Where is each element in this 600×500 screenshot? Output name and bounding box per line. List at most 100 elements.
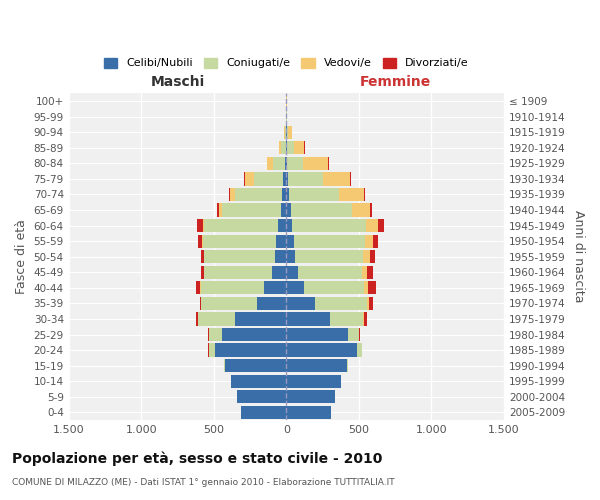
Bar: [370, 204, 371, 216]
Bar: [203, 234, 276, 248]
Bar: [373, 234, 379, 248]
Bar: [352, 204, 370, 216]
Bar: [203, 250, 205, 264]
Bar: [208, 328, 209, 341]
Bar: [298, 266, 362, 279]
Bar: [283, 172, 286, 186]
Bar: [366, 219, 378, 232]
Y-axis label: Anni di nascita: Anni di nascita: [572, 210, 585, 303]
Bar: [209, 344, 215, 356]
Bar: [286, 297, 316, 310]
Bar: [290, 204, 352, 216]
Bar: [275, 250, 286, 264]
Text: Popolazione per età, sesso e stato civile - 2010: Popolazione per età, sesso e stato civil…: [12, 451, 382, 466]
Bar: [316, 297, 367, 310]
Bar: [272, 266, 286, 279]
Text: Femmine: Femmine: [359, 74, 431, 88]
Bar: [289, 172, 323, 186]
Bar: [202, 297, 257, 310]
Bar: [286, 266, 298, 279]
Bar: [286, 374, 341, 388]
Bar: [202, 234, 203, 248]
Bar: [201, 250, 203, 264]
Bar: [203, 266, 205, 279]
Bar: [244, 172, 245, 186]
Text: COMUNE DI MILAZZO (ME) - Dati ISTAT 1° gennaio 2010 - Elaborazione TUTTITALIA.IT: COMUNE DI MILAZZO (ME) - Dati ISTAT 1° g…: [12, 478, 395, 487]
Bar: [364, 188, 365, 201]
Bar: [368, 282, 376, 294]
Bar: [205, 250, 275, 264]
Bar: [286, 344, 358, 356]
Bar: [348, 328, 359, 341]
Bar: [304, 157, 328, 170]
Bar: [237, 390, 286, 404]
Bar: [330, 312, 363, 326]
Bar: [289, 126, 292, 139]
Bar: [363, 250, 370, 264]
Bar: [304, 282, 364, 294]
Bar: [285, 157, 286, 170]
Bar: [224, 359, 226, 372]
Bar: [219, 204, 222, 216]
Legend: Celibi/Nubili, Coniugati/e, Vedovi/e, Divorziati/e: Celibi/Nubili, Coniugati/e, Vedovi/e, Di…: [100, 53, 473, 73]
Bar: [287, 126, 289, 139]
Bar: [205, 266, 272, 279]
Bar: [295, 250, 363, 264]
Bar: [286, 204, 290, 216]
Bar: [286, 312, 330, 326]
Bar: [286, 234, 293, 248]
Bar: [364, 312, 367, 326]
Bar: [286, 172, 289, 186]
Bar: [365, 234, 373, 248]
Y-axis label: Fasce di età: Fasce di età: [15, 220, 28, 294]
Bar: [196, 312, 197, 326]
Text: Maschi: Maschi: [151, 74, 205, 88]
Bar: [370, 250, 375, 264]
Bar: [323, 172, 350, 186]
Bar: [198, 234, 202, 248]
Bar: [245, 172, 254, 186]
Bar: [286, 188, 289, 201]
Bar: [215, 344, 286, 356]
Bar: [286, 282, 304, 294]
Bar: [286, 390, 335, 404]
Bar: [273, 157, 285, 170]
Bar: [287, 141, 293, 154]
Bar: [230, 188, 235, 201]
Bar: [281, 141, 286, 154]
Bar: [363, 312, 364, 326]
Bar: [292, 219, 366, 232]
Bar: [200, 282, 201, 294]
Bar: [196, 282, 200, 294]
Bar: [197, 219, 203, 232]
Bar: [362, 266, 367, 279]
Bar: [278, 219, 286, 232]
Bar: [254, 172, 283, 186]
Bar: [241, 406, 286, 419]
Bar: [267, 157, 268, 170]
Bar: [293, 234, 365, 248]
Bar: [286, 250, 295, 264]
Bar: [276, 234, 286, 248]
Bar: [235, 188, 282, 201]
Bar: [378, 219, 384, 232]
Bar: [286, 141, 287, 154]
Bar: [286, 219, 292, 232]
Bar: [350, 172, 352, 186]
Bar: [293, 141, 304, 154]
Bar: [367, 266, 373, 279]
Bar: [235, 312, 286, 326]
Bar: [203, 219, 205, 232]
Bar: [286, 157, 287, 170]
Bar: [200, 297, 201, 310]
Bar: [289, 188, 338, 201]
Bar: [367, 297, 369, 310]
Bar: [286, 406, 331, 419]
Bar: [201, 282, 264, 294]
Bar: [286, 359, 347, 372]
Bar: [281, 204, 286, 216]
Bar: [222, 204, 281, 216]
Bar: [358, 344, 362, 356]
Bar: [286, 328, 348, 341]
Bar: [268, 157, 273, 170]
